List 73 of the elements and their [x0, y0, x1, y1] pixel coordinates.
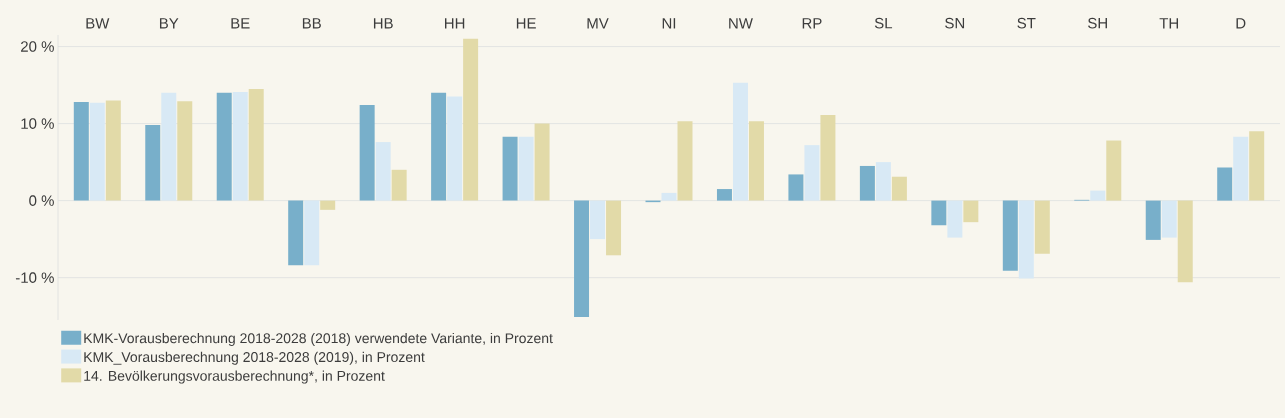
bar	[574, 200, 590, 317]
bar	[145, 125, 161, 201]
bar	[963, 200, 979, 223]
bar	[1090, 190, 1106, 201]
bar	[1249, 131, 1265, 201]
bar	[947, 200, 963, 238]
bar	[288, 200, 304, 266]
x-tick-label: BY	[159, 18, 179, 29]
bar	[463, 38, 479, 201]
bar	[677, 121, 693, 201]
x-tick-label: NI	[662, 18, 676, 29]
bar	[73, 102, 89, 201]
bar	[859, 165, 875, 201]
y-tick-label: -10 %	[15, 272, 54, 283]
x-tick-label: HB	[373, 18, 393, 29]
y-tick-label: 0 %	[29, 195, 54, 206]
bar	[716, 189, 732, 201]
bar	[105, 100, 121, 201]
x-tick-label: SL	[874, 17, 893, 29]
bar	[391, 169, 407, 201]
bar	[1217, 167, 1233, 201]
x-tick-label: NW	[729, 18, 753, 29]
x-tick-label: MV	[587, 18, 609, 29]
legend-label: 14. Bevölkerungsvorausberechnung*, in Prozent	[84, 370, 385, 384]
x-tick-label: SN	[945, 17, 965, 29]
bar	[232, 92, 248, 201]
bar	[606, 200, 622, 256]
x-tick-label: TH	[1159, 18, 1178, 29]
bar	[177, 101, 193, 201]
bar	[1034, 200, 1050, 254]
bar	[1177, 200, 1193, 283]
x-tick-label: D	[1236, 18, 1246, 29]
bar	[359, 105, 375, 201]
bar	[89, 102, 105, 201]
bar	[891, 176, 907, 201]
y-tick-label: 20 %	[21, 41, 54, 52]
x-tick-label: BB	[302, 18, 321, 29]
bar	[216, 92, 232, 201]
bar	[304, 200, 320, 266]
bar	[732, 82, 748, 201]
bar	[502, 136, 518, 201]
x-tick-label: ST	[1017, 17, 1036, 29]
bar	[447, 96, 463, 201]
bar	[375, 142, 391, 201]
bar	[1161, 200, 1177, 238]
bar	[1106, 140, 1122, 201]
bar	[804, 145, 820, 201]
x-tick-label: HH	[445, 18, 465, 29]
bar	[320, 200, 336, 210]
bar	[431, 92, 447, 201]
bar	[748, 121, 764, 201]
bar	[875, 162, 891, 201]
bar	[534, 123, 550, 201]
x-tick-label: RP	[802, 18, 822, 29]
bar	[1145, 200, 1161, 240]
y-tick-label: 10 %	[21, 118, 54, 129]
bar	[161, 92, 177, 201]
bar	[1018, 200, 1034, 279]
bar	[788, 174, 804, 201]
bar	[1002, 200, 1018, 271]
bar	[248, 88, 264, 201]
bar	[1233, 136, 1249, 201]
x-tick-label: SH	[1088, 17, 1107, 29]
legend-label: KMK_Vorausberechnung 2018-2028 (2019), in Prozent	[84, 351, 425, 365]
bar	[820, 115, 836, 201]
x-tick-label: HE	[516, 18, 536, 29]
bar	[518, 136, 534, 201]
bar	[931, 200, 947, 226]
legend-label: KMK-Vorausberechnung 2018-2028 (2018) verwendete Variante, in Prozent	[84, 332, 553, 346]
bar	[661, 192, 677, 201]
x-tick-label: BW	[86, 18, 110, 29]
bar	[590, 200, 606, 240]
x-tick-label: BE	[231, 18, 250, 29]
